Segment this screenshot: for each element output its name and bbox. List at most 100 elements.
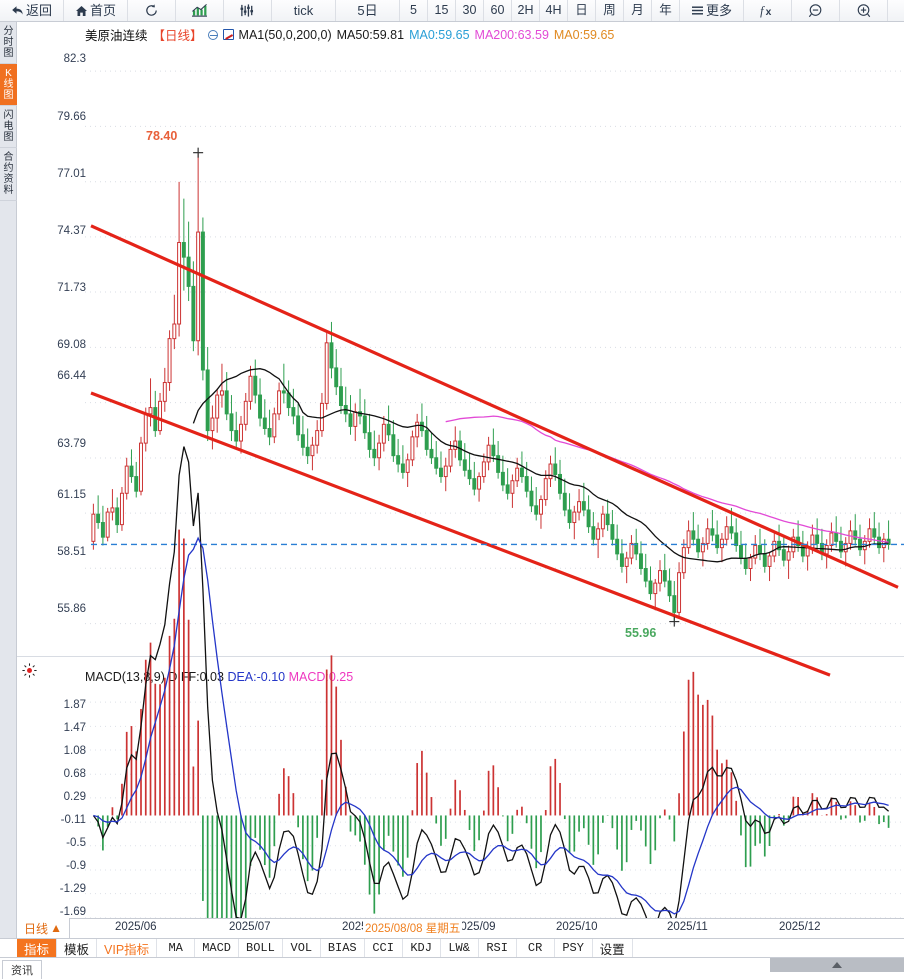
- sidebar-item-timeline[interactable]: 分 时 图: [0, 22, 17, 64]
- period-15min-label: 15: [434, 3, 449, 18]
- tab-lw-label: LW&: [448, 941, 470, 955]
- tab-macd[interactable]: MACD: [195, 939, 239, 957]
- symbol-name: 美原油连续: [85, 29, 148, 43]
- chart-type-button[interactable]: [176, 0, 224, 21]
- period-day-button[interactable]: 日: [568, 0, 596, 21]
- tab-vol[interactable]: VOL: [283, 939, 321, 957]
- chart-plot[interactable]: [85, 22, 904, 938]
- tab-indicators-label: 指标: [24, 942, 50, 957]
- tab-ma-label: MA: [168, 941, 183, 955]
- price-tick-0: 82.3: [63, 53, 86, 65]
- macd-tick-2: 1.08: [63, 745, 86, 757]
- sidebar-item-kline-char-0: K: [5, 68, 12, 79]
- tab-settings[interactable]: 设置: [593, 939, 633, 957]
- period-30min-button[interactable]: 30: [456, 0, 484, 21]
- home-icon: [75, 5, 87, 16]
- x-tick-3: 2025/09: [454, 921, 496, 933]
- ma-config-label: MA1(50,0,200,0): [238, 27, 332, 42]
- chart-overlay-icon[interactable]: [222, 29, 234, 40]
- period-tick-label: tick: [293, 3, 314, 18]
- period-week-label: 周: [603, 3, 616, 18]
- period-tick-button[interactable]: tick: [272, 0, 336, 21]
- tab-lw[interactable]: LW&: [441, 939, 479, 957]
- tab-kdj-label: KDJ: [410, 941, 432, 955]
- tab-cr[interactable]: CR: [517, 939, 555, 957]
- price-tick-8: 61.15: [57, 489, 86, 501]
- left-sidebar: 分 时 图 K 线 图 闪 电 图 合 约 资 料: [0, 22, 17, 960]
- tab-rsi-label: RSI: [486, 941, 508, 955]
- home-button[interactable]: 首页: [64, 0, 128, 21]
- x-tick-1: 2025/07: [229, 921, 271, 933]
- ma200-value: MA200:63.59: [474, 27, 549, 42]
- price-tick-10: 55.86: [57, 603, 86, 615]
- tab-kdj[interactable]: KDJ: [403, 939, 441, 957]
- macd-tick-0: 1.87: [63, 699, 86, 711]
- period-2h-button[interactable]: 2H: [512, 0, 540, 21]
- news-tab-label: 资讯: [11, 965, 33, 977]
- tab-bias-label: BIAS: [327, 941, 357, 955]
- period-5day-button[interactable]: 5日: [336, 0, 400, 21]
- macd-tick-6: -0.5: [66, 837, 86, 849]
- draw-line-button[interactable]: [888, 0, 904, 21]
- zoom-in-icon: [857, 3, 870, 17]
- minus-circle-icon[interactable]: [207, 29, 218, 40]
- period-15min-button[interactable]: 15: [428, 0, 456, 21]
- macd-tick-8: -1.29: [59, 883, 86, 895]
- zoom-out-icon: [808, 3, 821, 17]
- bottom-bar: 资讯: [0, 958, 904, 980]
- period-60min-button[interactable]: 60: [484, 0, 512, 21]
- refresh-button[interactable]: [128, 0, 176, 21]
- svg-text:x: x: [765, 7, 771, 18]
- macd-dea-value: DEA:-0.10: [227, 670, 286, 684]
- tab-bias[interactable]: BIAS: [321, 939, 365, 957]
- indicator-button[interactable]: [224, 0, 272, 21]
- period-day-label: 日: [575, 3, 588, 18]
- period-year-button[interactable]: 年: [652, 0, 680, 21]
- fx-clear-icon: f x: [760, 4, 772, 18]
- price-tick-6: 66.44: [57, 370, 86, 382]
- period-month-button[interactable]: 月: [624, 0, 652, 21]
- tab-rsi[interactable]: RSI: [479, 939, 517, 957]
- tab-templates[interactable]: 模板: [57, 939, 98, 957]
- news-tab[interactable]: 资讯: [2, 960, 42, 979]
- period-selector-button[interactable]: 日线 ▲: [17, 918, 70, 938]
- more-button[interactable]: 更多: [680, 0, 744, 21]
- tab-indicators[interactable]: 指标: [17, 939, 58, 957]
- tab-cci[interactable]: CCI: [365, 939, 403, 957]
- tab-vol-label: VOL: [290, 941, 313, 955]
- price-tick-3: 74.37: [57, 225, 86, 237]
- period-4h-button[interactable]: 4H: [540, 0, 568, 21]
- period-selector-label: 日线: [24, 921, 49, 936]
- ma0-orange-value: MA0:59.65: [553, 27, 615, 42]
- back-button-label: 返回: [25, 3, 52, 18]
- top-toolbar: 返回 首页: [0, 0, 904, 22]
- sidebar-item-contract-char-3: 料: [3, 185, 14, 196]
- scroll-up-thumb[interactable]: [770, 958, 904, 972]
- period-week-button[interactable]: 周: [596, 0, 624, 21]
- sidebar-item-timeline-char-2: 图: [3, 48, 14, 59]
- zoom-out-button[interactable]: [792, 0, 840, 21]
- price-tick-7: 63.79: [57, 438, 86, 450]
- chevron-up-icon: ▲: [50, 921, 62, 935]
- period-5min-label: 5: [410, 3, 417, 18]
- macd-diff-value: DIFF:0.03: [168, 670, 224, 684]
- tab-macd-label: MACD: [202, 941, 231, 955]
- function-clear-button[interactable]: f x: [744, 0, 792, 21]
- settings-sun-icon[interactable]: [21, 662, 38, 679]
- sidebar-item-flash-char-0: 闪: [3, 110, 14, 121]
- tab-ma[interactable]: MA: [157, 939, 196, 957]
- tab-psy[interactable]: PSY: [555, 939, 593, 957]
- sidebar-item-contract[interactable]: 合 约 资 料: [0, 148, 17, 201]
- back-button[interactable]: 返回: [0, 0, 64, 21]
- sidebar-item-flash[interactable]: 闪 电 图: [0, 106, 17, 148]
- trendline-1: [90, 391, 831, 677]
- sidebar-item-kline[interactable]: K 线 图: [0, 64, 17, 106]
- period-5min-button[interactable]: 5: [400, 0, 428, 21]
- chart-canvas-area[interactable]: 美原油连续 【日线】 MA1(50,0,200,0) MA50:59.81 MA…: [17, 22, 904, 951]
- macd-tick-9: -1.69: [59, 906, 86, 918]
- price-tick-1: 79.66: [57, 111, 86, 123]
- sidebar-item-contract-char-1: 约: [3, 163, 14, 174]
- tab-vip-indicators[interactable]: VIP指标: [97, 939, 158, 957]
- tab-boll[interactable]: BOLL: [239, 939, 283, 957]
- zoom-in-button[interactable]: [840, 0, 888, 21]
